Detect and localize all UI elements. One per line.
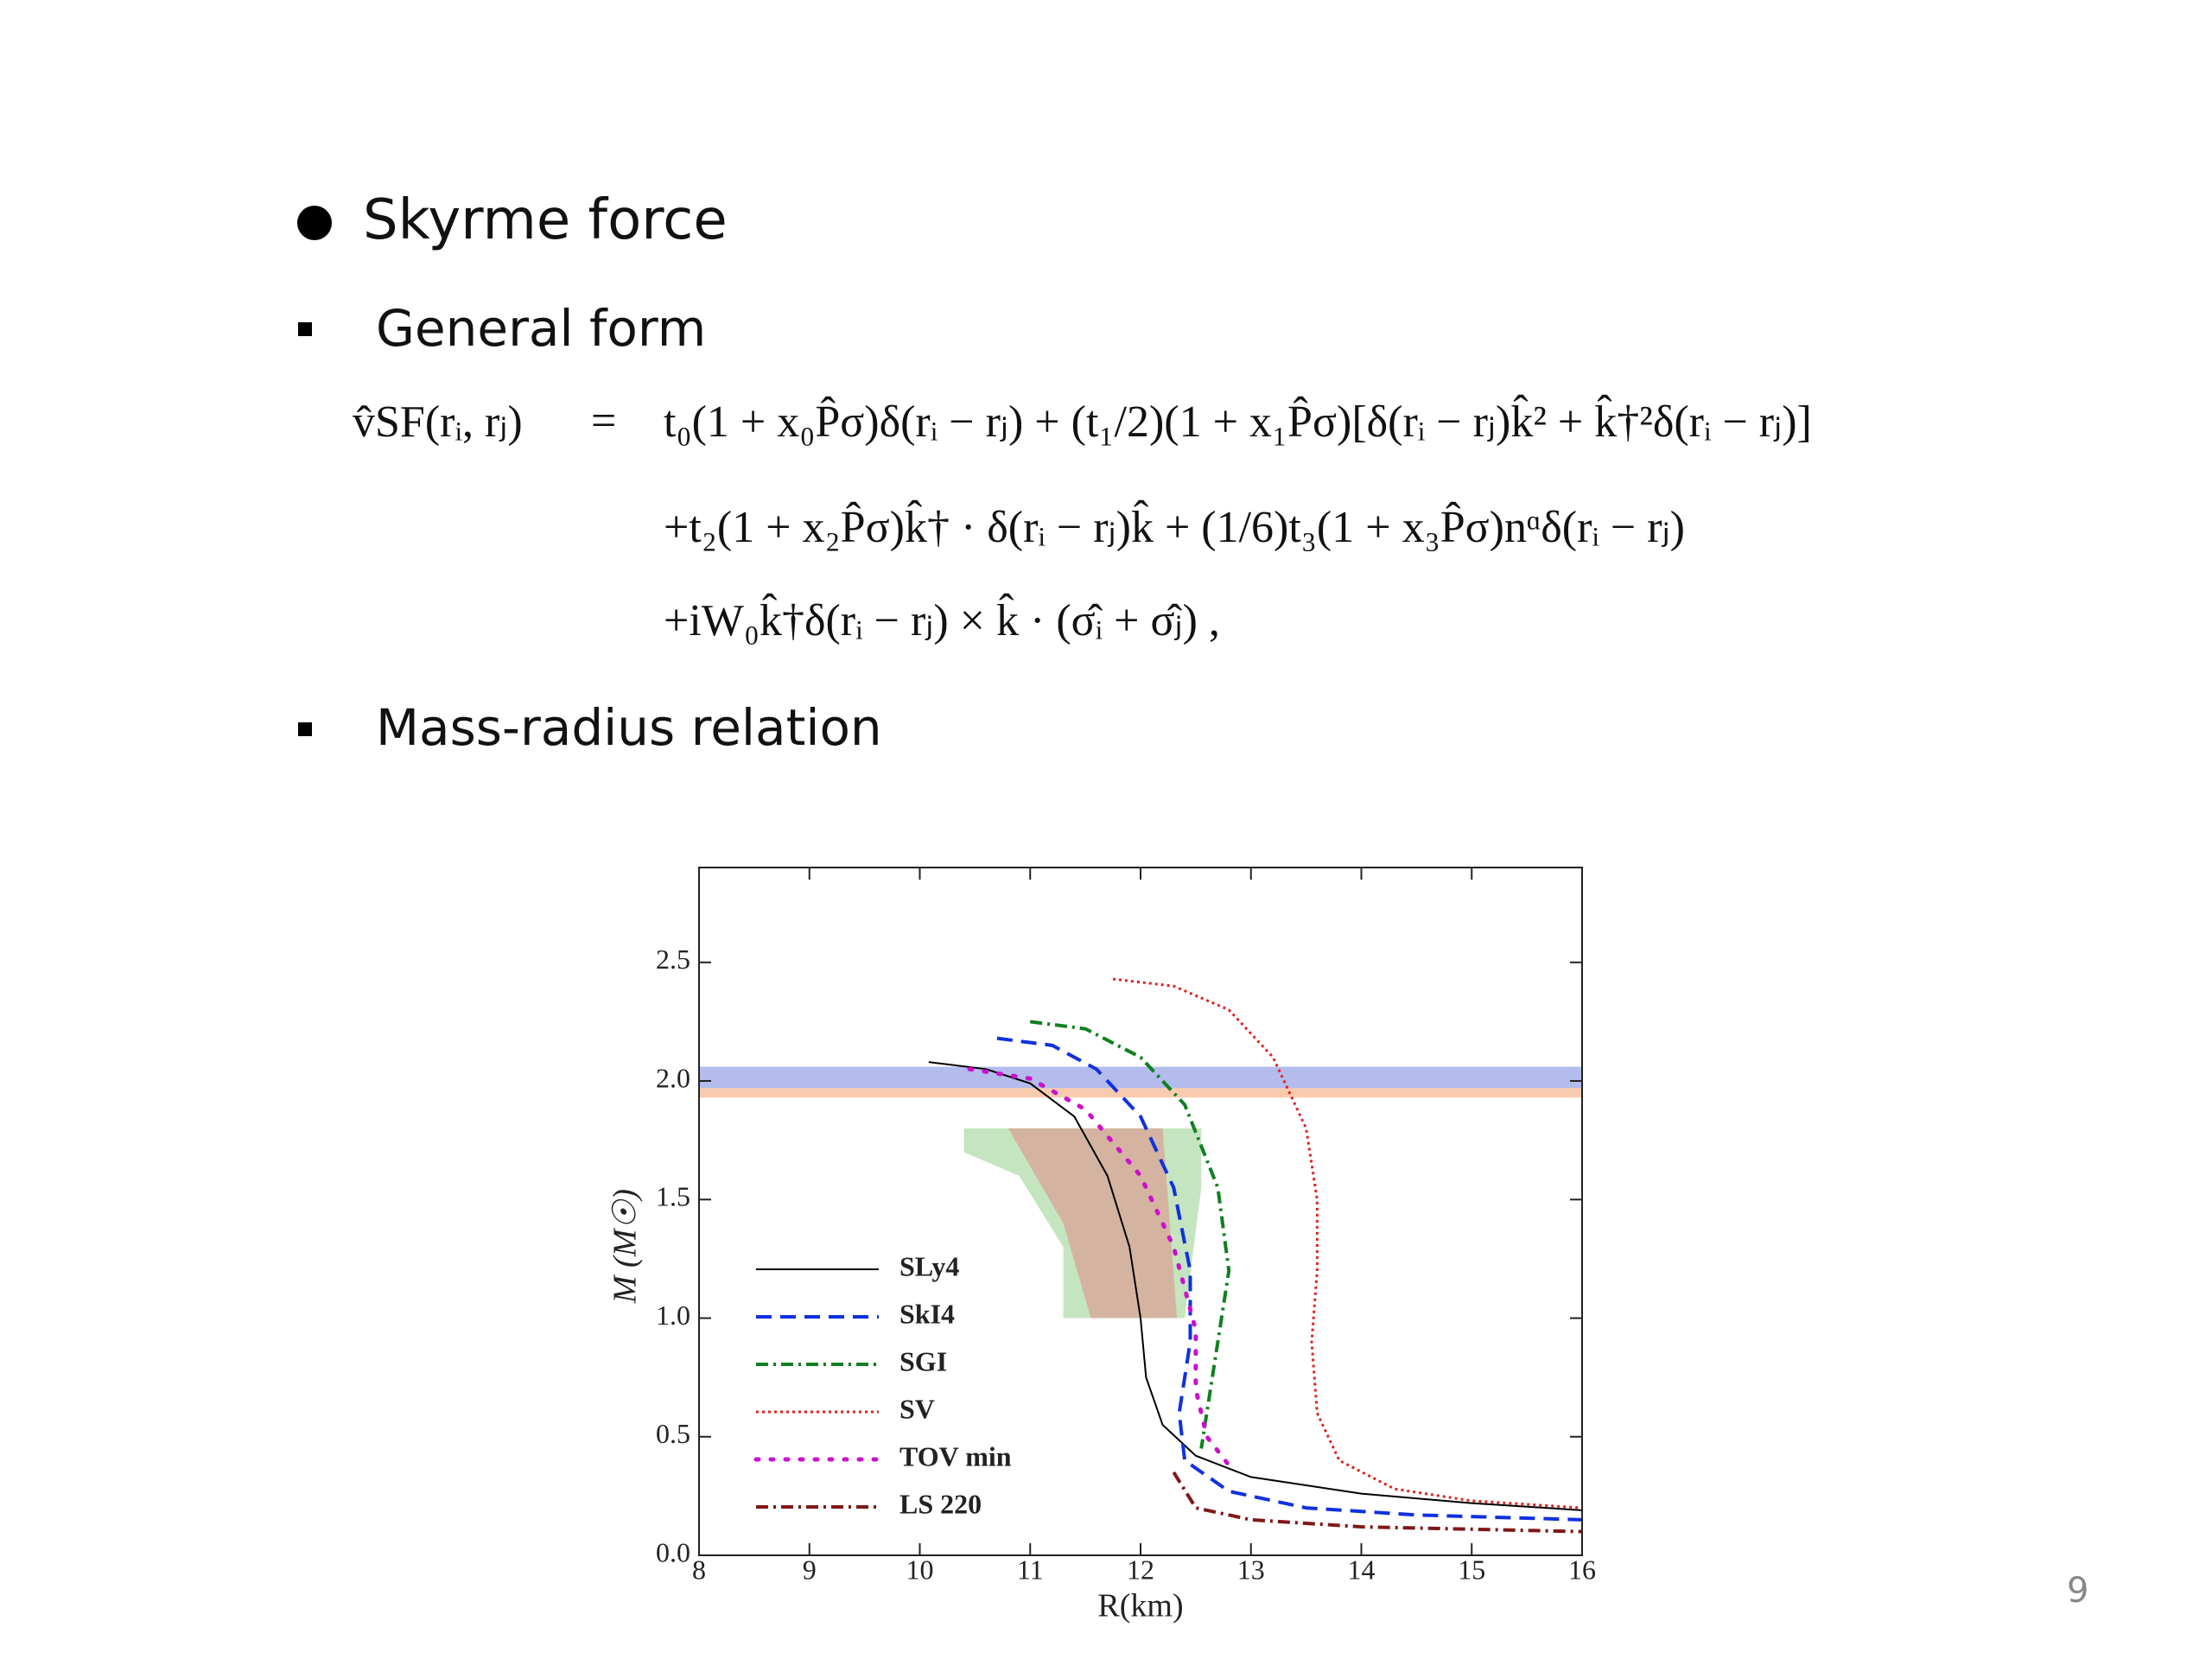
item: Mass-radius relation	[376, 698, 882, 757]
equation-line: +iW₀k̂†δ(rᵢ − rⱼ) × k̂ · (σ̂ᵢ + σ̂ⱼ) ,	[664, 596, 1220, 645]
x-tick-label: 14	[1348, 1554, 1376, 1585]
y-tick-label: 0.5	[656, 1418, 690, 1449]
equation-line: +t₂(1 + x₂P̂σ)k̂† · δ(rᵢ − rⱼ)k̂ + (1/6)…	[664, 503, 1685, 552]
bullet	[298, 322, 312, 336]
x-tick-label: 11	[1017, 1554, 1044, 1585]
bullet	[298, 722, 312, 736]
equation-relation: =	[591, 397, 617, 446]
band	[699, 1066, 1582, 1089]
x-tick-label: 16	[1568, 1554, 1596, 1585]
legend-label: LS 220	[899, 1488, 982, 1519]
bullet	[297, 206, 332, 240]
x-tick-label: 15	[1458, 1554, 1485, 1585]
y-tick-label: 1.5	[656, 1181, 690, 1212]
legend-label: SGI	[899, 1345, 947, 1376]
page-number: 9	[2067, 1571, 2089, 1611]
legend-label: SkI4	[899, 1298, 955, 1329]
series-line	[1112, 977, 1583, 1510]
legend-label: TOV min	[899, 1440, 1012, 1471]
y-tick-label: 2.0	[656, 1062, 690, 1093]
heading: Skyrme force	[363, 188, 728, 252]
y-tick-label: 1.0	[656, 1300, 690, 1331]
x-tick-label: 12	[1127, 1554, 1154, 1585]
y-tick-label: 0.0	[656, 1536, 690, 1567]
x-tick-label: 13	[1237, 1554, 1265, 1585]
series-line	[1029, 1020, 1231, 1449]
x-tick-label: 8	[692, 1554, 706, 1585]
y-axis-label: M (M☉)	[607, 1189, 644, 1304]
band	[699, 1088, 1582, 1098]
x-tick-label: 10	[906, 1554, 934, 1585]
equation-line: t₀(1 + x₀P̂σ)δ(rᵢ − rⱼ) + (t₁/2)(1 + x₁P…	[664, 397, 1812, 447]
series-line	[1172, 1471, 1583, 1534]
series-line	[996, 1036, 1583, 1522]
legend-label: SV	[899, 1393, 935, 1424]
region	[1007, 1128, 1178, 1319]
x-tick-label: 9	[803, 1554, 817, 1585]
x-axis-label: R(km)	[1097, 1588, 1183, 1624]
legend-label: SLy4	[899, 1250, 959, 1281]
equation-lhs: v̂SF(rᵢ, rⱼ)	[353, 397, 523, 447]
y-tick-label: 2.5	[656, 944, 690, 975]
series-line	[928, 1061, 1583, 1511]
item: General form	[376, 299, 707, 358]
